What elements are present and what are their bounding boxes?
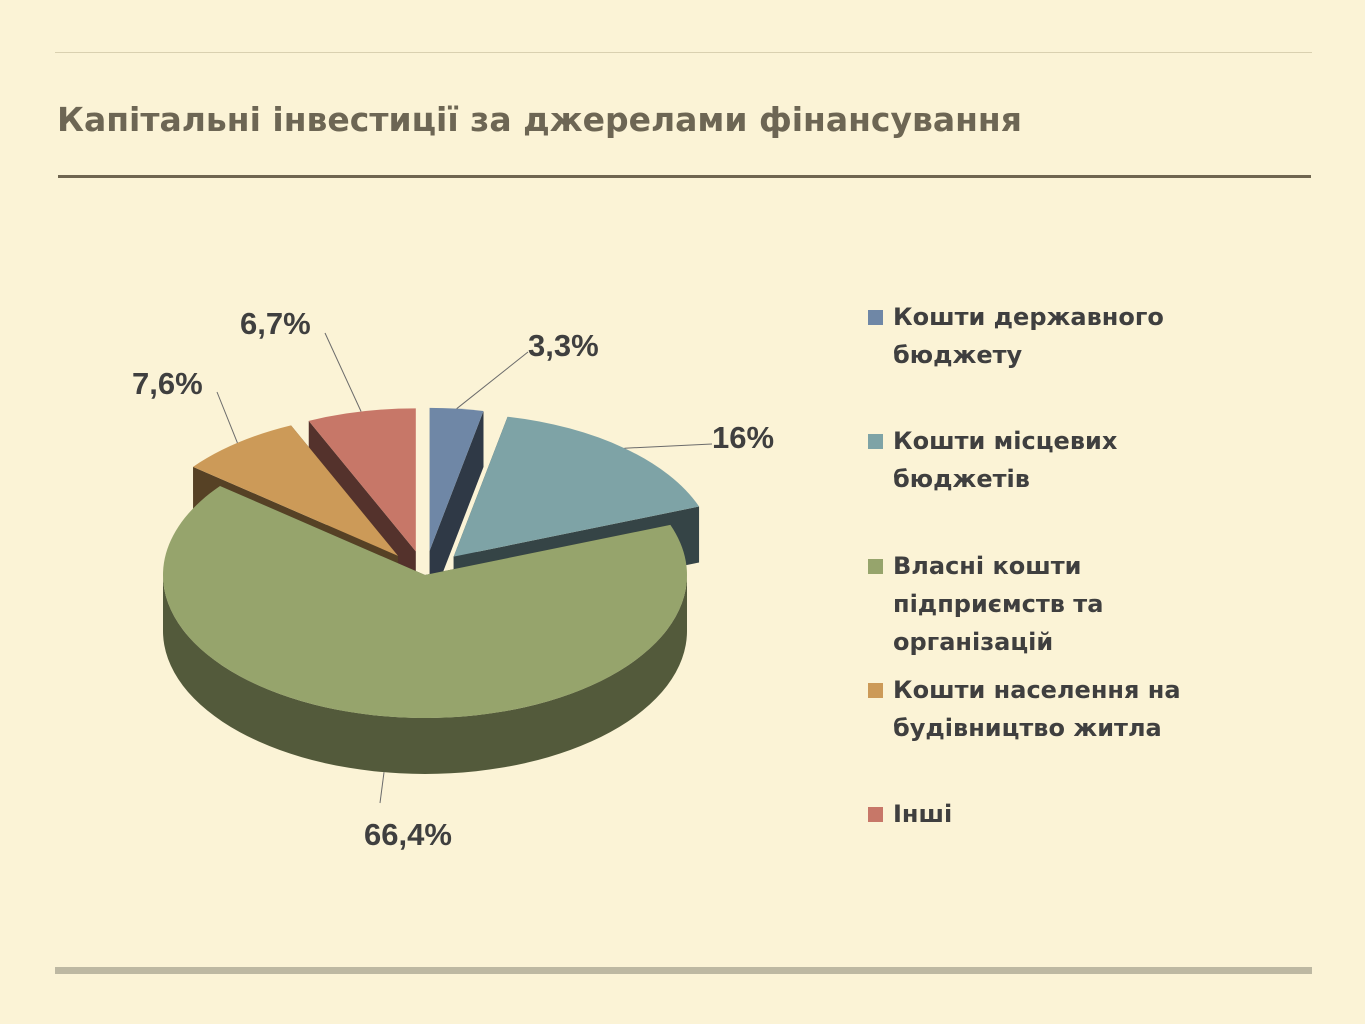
data-label-3: 7,6% xyxy=(132,366,203,401)
leader-line-3 xyxy=(216,391,238,444)
legend-item-3: Кошти населення на будівництво житла xyxy=(868,671,1223,747)
legend-label: Інші xyxy=(893,800,953,828)
pie-slice-4 xyxy=(308,408,416,552)
legend-label: Кошти державного бюджету xyxy=(893,303,1164,369)
title-underline xyxy=(58,175,1311,178)
page-title: Капітальні інвестиції за джерелами фінан… xyxy=(57,100,1022,139)
legend-swatch xyxy=(868,683,883,698)
legend-label: Кошти місцевих бюджетів xyxy=(893,427,1118,493)
legend-label: Власні кошти підприємств та організацій xyxy=(893,552,1104,656)
pie-slice-1 xyxy=(453,416,700,557)
legend-item-2: Власні кошти підприємств та організацій xyxy=(868,547,1223,661)
data-label-1: 16% xyxy=(712,420,774,455)
data-label-4: 6,7% xyxy=(240,306,311,341)
data-label-0: 3,3% xyxy=(528,328,599,363)
pie-slice-side-0 xyxy=(429,410,484,607)
legend-swatch xyxy=(868,807,883,822)
legend-item-0: Кошти державного бюджету xyxy=(868,298,1223,374)
data-label-2: 66,4% xyxy=(364,817,452,852)
leader-line-0 xyxy=(456,351,529,410)
legend-label: Кошти населення на будівництво житла xyxy=(893,676,1181,742)
leader-line-1 xyxy=(624,443,713,449)
leader-line-2 xyxy=(379,772,385,804)
bottom-rule xyxy=(55,967,1312,974)
legend-swatch xyxy=(868,559,883,574)
legend-item-4: Інші xyxy=(868,795,1223,833)
pie-slice-3 xyxy=(193,425,399,556)
pie-slice-0 xyxy=(429,407,484,551)
top-rule xyxy=(55,52,1312,53)
legend-item-1: Кошти місцевих бюджетів xyxy=(868,422,1223,498)
legend-swatch xyxy=(868,310,883,325)
pie-slice-2 xyxy=(163,485,688,718)
legend-swatch xyxy=(868,434,883,449)
leader-line-4 xyxy=(324,332,362,412)
